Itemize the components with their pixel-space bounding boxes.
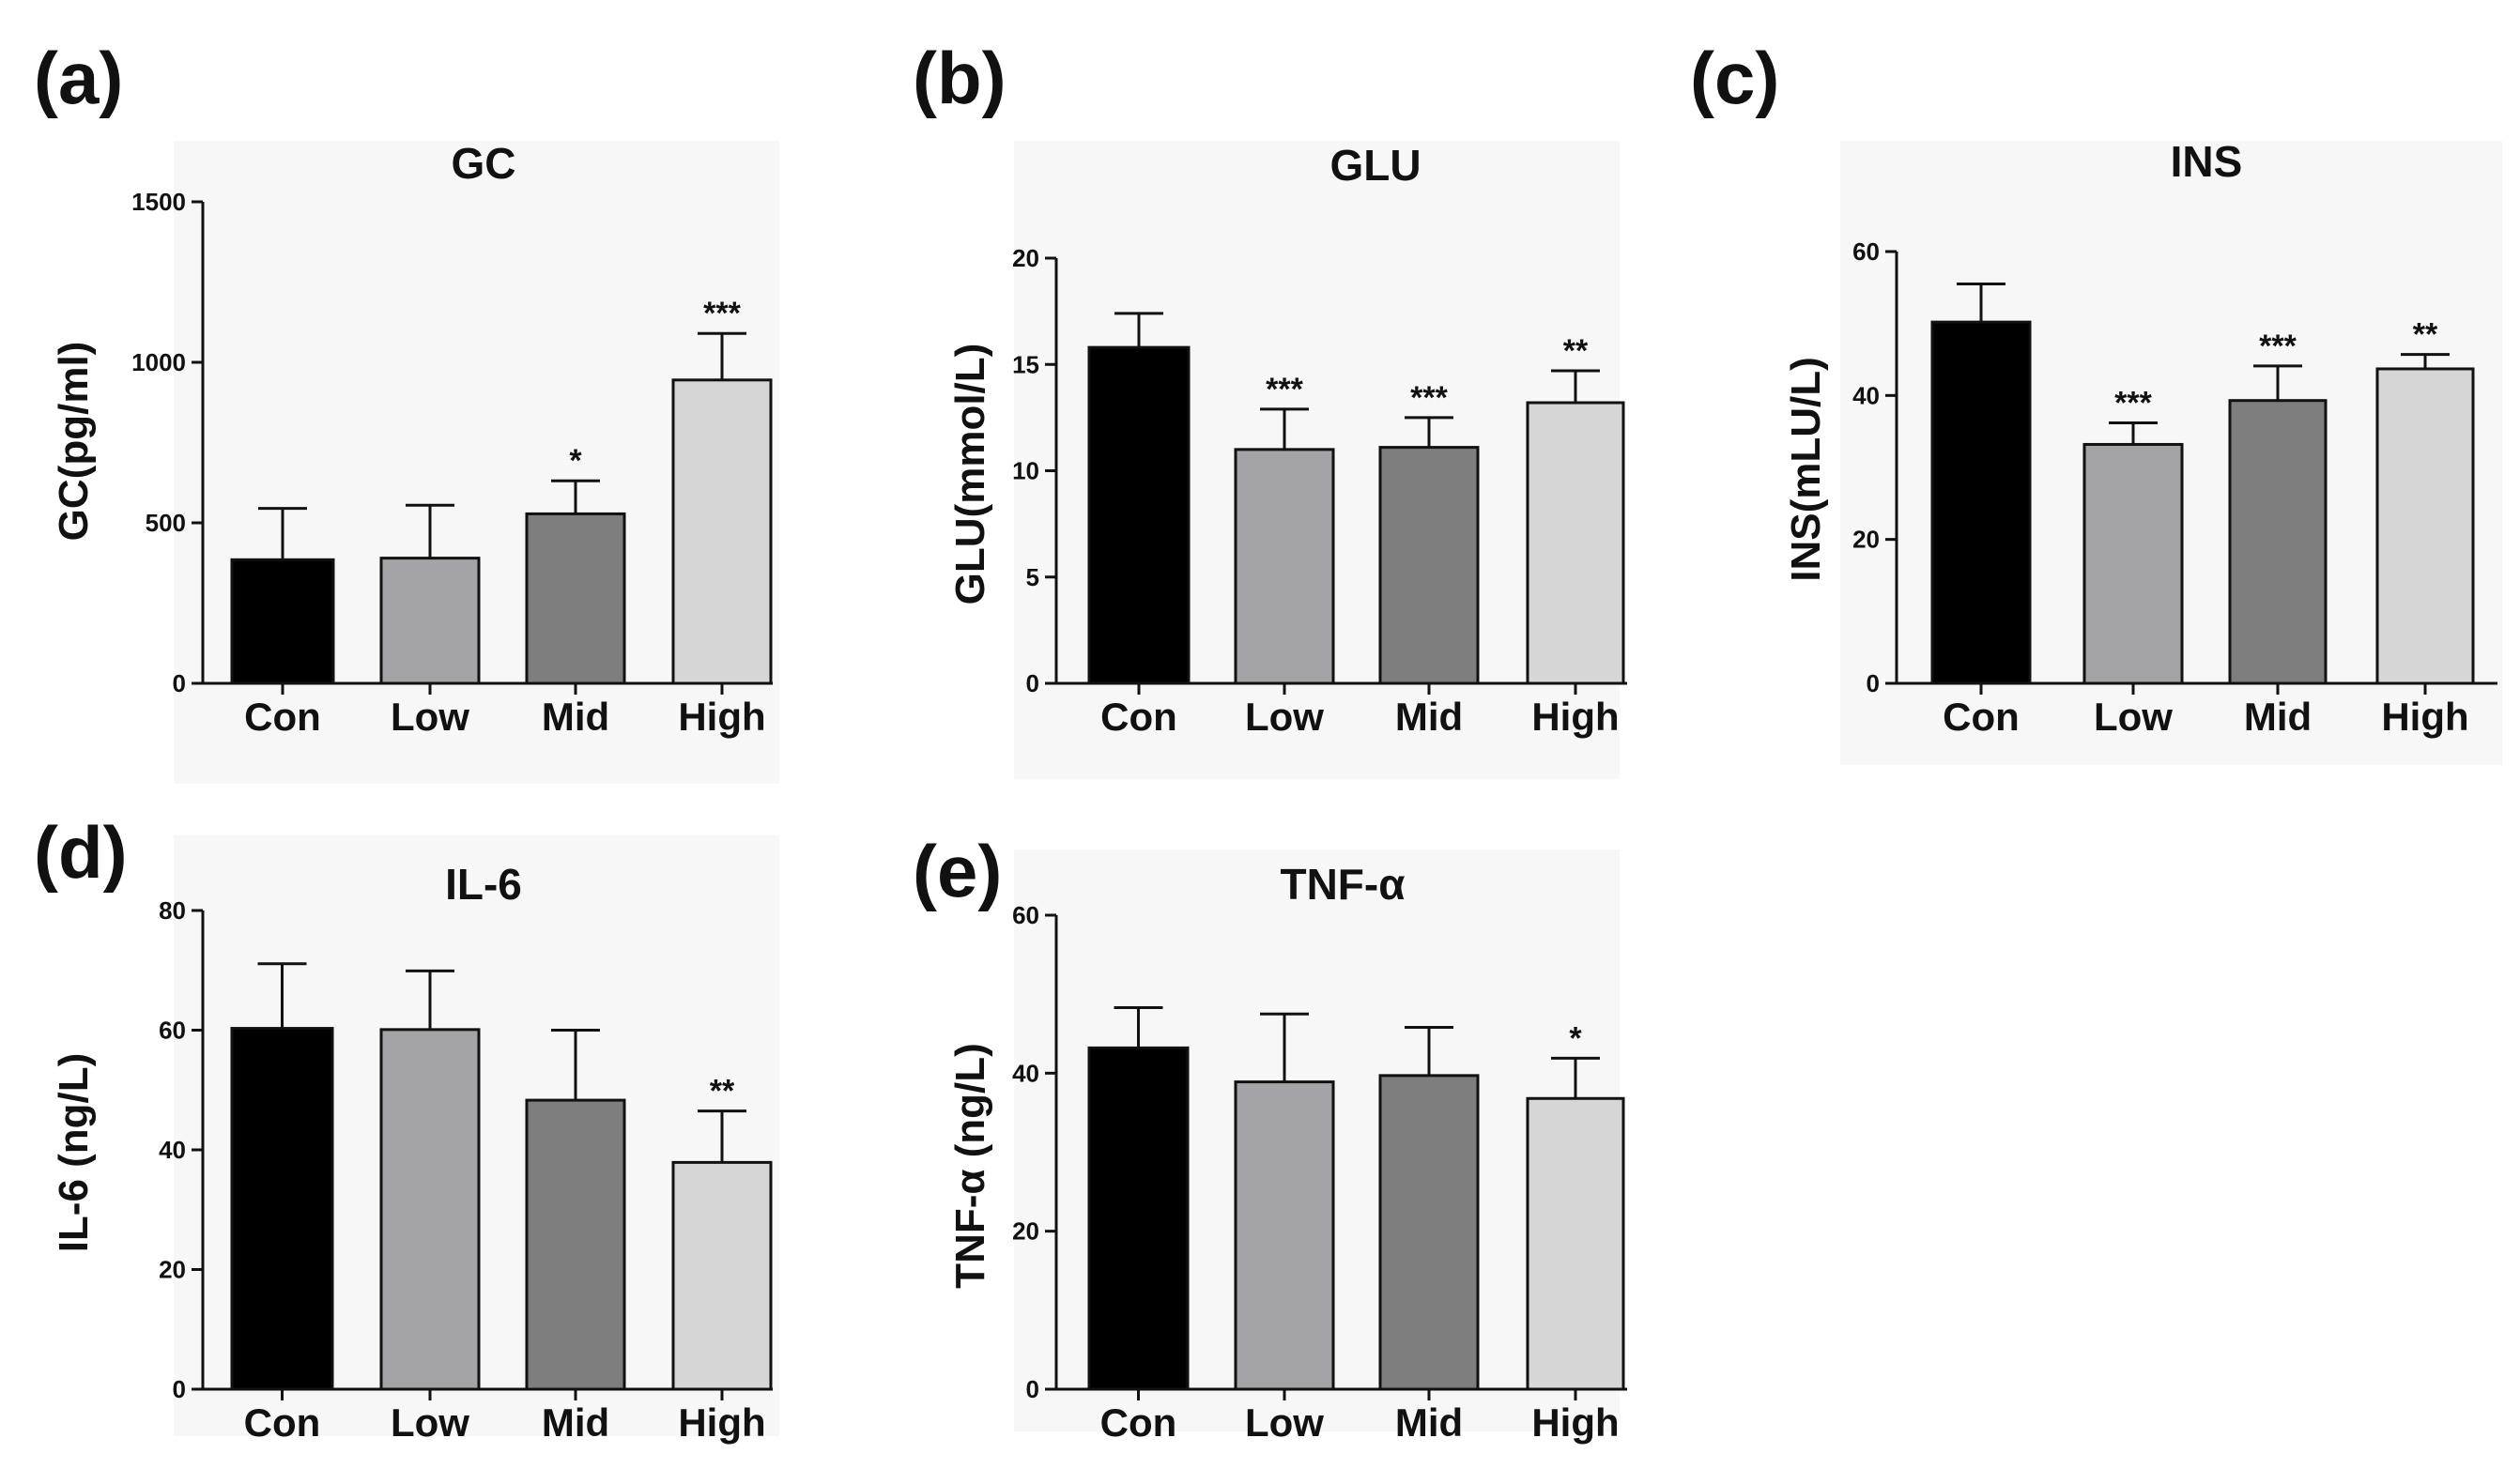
bar-low [1234,448,1335,685]
y-axis-label: INS(mLU/L) [1783,357,1829,582]
chart-title: INS [2171,137,2243,186]
category-label: Mid [542,1400,609,1445]
y-tick-label: 10 [1012,457,1039,485]
y-axis-label: GC(pg/ml) [51,342,97,542]
bar-mid [2228,399,2328,685]
y-tick-label: 60 [1852,237,1880,266]
y-tick-label: 0 [1867,669,1880,697]
significance-label: * [569,443,582,479]
y-tick-label: 60 [159,1017,186,1045]
category-label: Con [244,1400,321,1445]
significance-label: *** [703,296,741,331]
bar-low [379,557,481,685]
category-label: Con [1100,695,1177,739]
y-tick-label: 60 [1012,901,1039,929]
y-tick-label: 0 [1026,1375,1039,1403]
bar-mid [525,1098,626,1391]
bar-con [1930,320,2032,685]
category-label: Con [1943,695,2020,739]
bar-high [671,1160,773,1391]
bar-con [1087,345,1191,685]
chart-title: GLU [1329,141,1421,190]
panel-a: (a) GC GC(pg/ml) 0 500 1000 1500 Con Low Mid * High… [34,37,779,784]
bar-con [230,558,335,685]
bar-con [1087,1046,1190,1391]
bar-con [230,1027,334,1391]
panel-d: (d) IL-6 IL-6 (ng/L) 0 20 40 60 80 Con Low Mid High… [34,811,779,1445]
category-label: High [678,695,765,739]
bar-high [1526,401,1625,685]
category-label: Low [391,1400,469,1445]
bar-low [1234,1080,1335,1391]
category-label: Con [1100,1400,1177,1445]
significance-label: ** [710,1074,735,1109]
panel-letter: (e) [913,830,1002,912]
chart-title: TNF-α [1280,860,1405,909]
y-tick-label: 40 [159,1136,186,1164]
y-tick-label: 15 [1012,350,1039,378]
significance-label: *** [2259,329,2297,364]
significance-label: *** [1266,372,1303,407]
bar-high [1526,1096,1625,1391]
y-tick-label: 1500 [131,188,186,216]
y-tick-label: 0 [173,669,186,697]
category-label: High [2381,695,2468,739]
y-tick-label: 80 [159,896,186,925]
category-label: High [678,1400,765,1445]
y-tick-label: 40 [1012,1059,1039,1087]
y-tick-label: 20 [1012,1217,1039,1246]
panel-letter: (a) [34,37,123,119]
y-tick-label: 20 [1012,244,1039,272]
panel-e: (e) TNF-α TNF-α (ng/L) 0 20 40 60 Con Low Mid High… [913,830,1627,1445]
y-tick-label: 20 [159,1256,186,1284]
significance-label: *** [2114,385,2152,421]
bar-high [2375,367,2475,685]
y-tick-label: 500 [146,509,186,537]
chart-title: GC [452,139,516,188]
bar-mid [525,512,626,685]
bar-low [379,1028,481,1391]
bar-mid [1378,1074,1480,1391]
bar-mid [1378,446,1480,685]
category-label: High [1531,1400,1619,1445]
category-label: Low [391,695,469,739]
category-label: Mid [2244,695,2312,739]
panel-letter: (d) [34,811,128,894]
y-tick-label: 0 [173,1375,186,1403]
y-tick-label: 0 [1026,669,1039,697]
significance-label: *** [1410,380,1448,416]
bar-low [2082,442,2184,685]
y-tick-label: 1000 [131,348,186,376]
significance-label: * [1569,1020,1582,1056]
y-tick-label: 40 [1852,381,1880,409]
category-label: Con [244,695,321,739]
y-axis-label: GLU(mmol/L) [947,344,993,605]
significance-label: ** [2413,317,2438,353]
significance-label: ** [1563,333,1589,369]
category-label: Low [1245,1400,1324,1445]
category-label: Low [1245,695,1324,739]
y-axis-label: TNF-α (ng/L) [947,1043,993,1289]
bar-high [671,378,773,685]
category-label: Mid [1395,1400,1463,1445]
category-label: Mid [1395,695,1463,739]
y-axis-label: IL-6 (ng/L) [51,1053,97,1253]
panel-letter: (b) [913,37,1006,119]
category-label: Mid [542,695,609,739]
chart-title: IL-6 [445,860,522,909]
category-label: High [1531,695,1619,739]
y-tick-label: 20 [1852,526,1880,554]
panel-c: (c) INS INS(mLU/L) 0 20 40 60 Con Low *** Mid *** Hi… [1690,37,2502,765]
panel-letter: (c) [1690,37,1779,119]
y-tick-label: 5 [1026,563,1039,591]
category-label: Low [2094,695,2173,739]
